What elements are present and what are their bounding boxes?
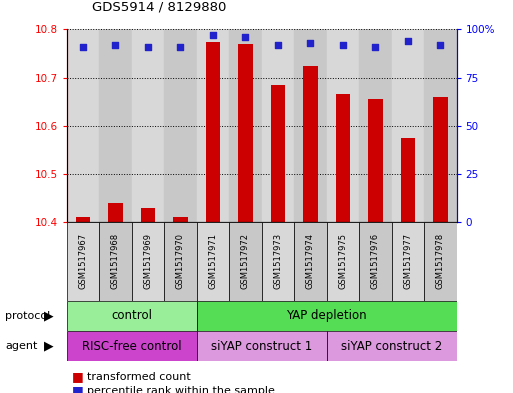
Bar: [132, 29, 164, 222]
Bar: [433, 97, 448, 222]
Point: [144, 44, 152, 50]
Point: [176, 44, 185, 50]
Bar: [294, 222, 327, 301]
Bar: [173, 217, 188, 222]
Bar: [99, 29, 132, 222]
Point: [404, 38, 412, 44]
Text: GSM1517975: GSM1517975: [339, 233, 347, 289]
Bar: [141, 208, 155, 222]
Bar: [327, 222, 359, 301]
Bar: [132, 222, 164, 301]
Bar: [262, 222, 294, 301]
Text: ■: ■: [72, 384, 84, 393]
Bar: [229, 29, 262, 222]
Bar: [424, 29, 457, 222]
Bar: [196, 29, 229, 222]
Text: agent: agent: [5, 341, 37, 351]
Text: ■: ■: [72, 370, 84, 384]
Bar: [164, 29, 196, 222]
Point: [209, 32, 217, 39]
Bar: [327, 29, 359, 222]
Bar: [206, 42, 220, 222]
Text: YAP depletion: YAP depletion: [286, 309, 367, 322]
Bar: [75, 217, 90, 222]
Bar: [336, 94, 350, 222]
Text: siYAP construct 2: siYAP construct 2: [341, 340, 442, 353]
Text: GDS5914 / 8129880: GDS5914 / 8129880: [92, 1, 227, 14]
Bar: [196, 301, 457, 331]
Bar: [229, 222, 262, 301]
Text: GSM1517978: GSM1517978: [436, 233, 445, 289]
Bar: [294, 29, 327, 222]
Text: percentile rank within the sample: percentile rank within the sample: [87, 386, 275, 393]
Bar: [359, 29, 391, 222]
Bar: [359, 222, 391, 301]
Point: [241, 34, 249, 40]
Text: transformed count: transformed count: [87, 372, 191, 382]
Bar: [424, 222, 457, 301]
Text: GSM1517977: GSM1517977: [403, 233, 412, 289]
Bar: [238, 44, 253, 222]
Text: ▶: ▶: [44, 340, 53, 353]
Point: [79, 44, 87, 50]
Bar: [108, 203, 123, 222]
Bar: [391, 29, 424, 222]
Bar: [303, 66, 318, 222]
Text: ▶: ▶: [44, 309, 53, 322]
Bar: [262, 29, 294, 222]
Text: siYAP construct 1: siYAP construct 1: [211, 340, 312, 353]
Bar: [401, 138, 415, 222]
Text: control: control: [111, 309, 152, 322]
Text: RISC-free control: RISC-free control: [82, 340, 182, 353]
Bar: [196, 331, 327, 361]
Bar: [67, 301, 196, 331]
Point: [306, 40, 314, 46]
Point: [436, 42, 444, 48]
Bar: [327, 331, 457, 361]
Point: [111, 42, 120, 48]
Text: GSM1517976: GSM1517976: [371, 233, 380, 289]
Bar: [164, 222, 196, 301]
Text: GSM1517972: GSM1517972: [241, 233, 250, 289]
Text: GSM1517971: GSM1517971: [208, 233, 218, 289]
Bar: [67, 222, 99, 301]
Bar: [67, 29, 99, 222]
Text: GSM1517967: GSM1517967: [78, 233, 87, 289]
Bar: [368, 99, 383, 222]
Point: [371, 44, 380, 50]
Text: protocol: protocol: [5, 311, 50, 321]
Point: [339, 42, 347, 48]
Text: GSM1517970: GSM1517970: [176, 233, 185, 289]
Bar: [67, 331, 196, 361]
Bar: [391, 222, 424, 301]
Bar: [196, 222, 229, 301]
Bar: [99, 222, 132, 301]
Text: GSM1517974: GSM1517974: [306, 233, 315, 289]
Text: GSM1517973: GSM1517973: [273, 233, 282, 289]
Text: GSM1517969: GSM1517969: [144, 233, 152, 289]
Bar: [270, 85, 285, 222]
Point: [274, 42, 282, 48]
Text: GSM1517968: GSM1517968: [111, 233, 120, 289]
